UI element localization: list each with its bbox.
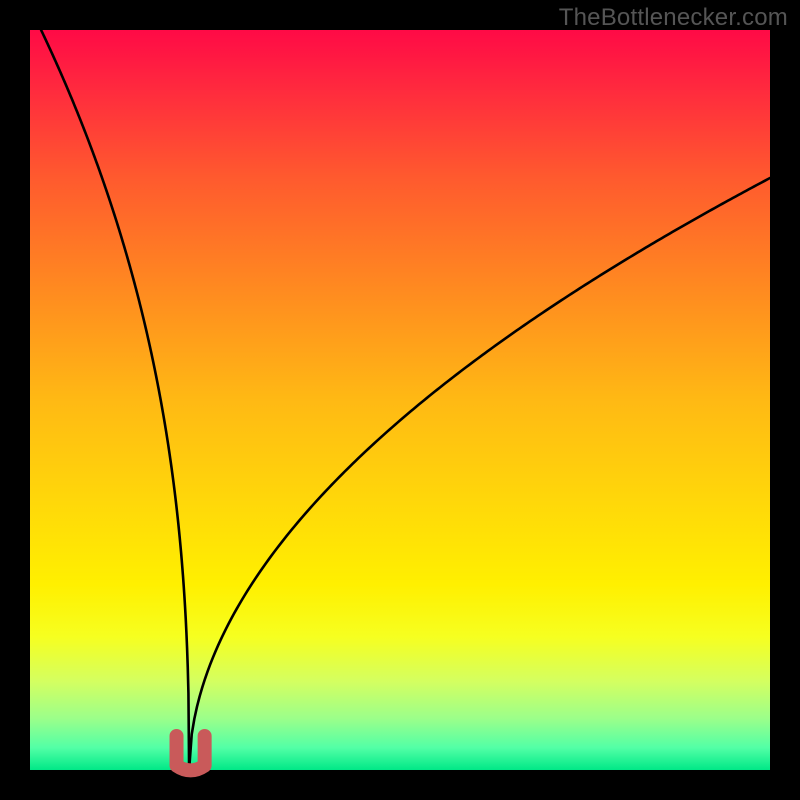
plot-background bbox=[30, 30, 770, 770]
watermark-attribution: TheBottlenecker.com bbox=[559, 4, 788, 32]
bottleneck-plot bbox=[0, 0, 800, 800]
figure-root: TheBottlenecker.com bbox=[0, 0, 800, 800]
